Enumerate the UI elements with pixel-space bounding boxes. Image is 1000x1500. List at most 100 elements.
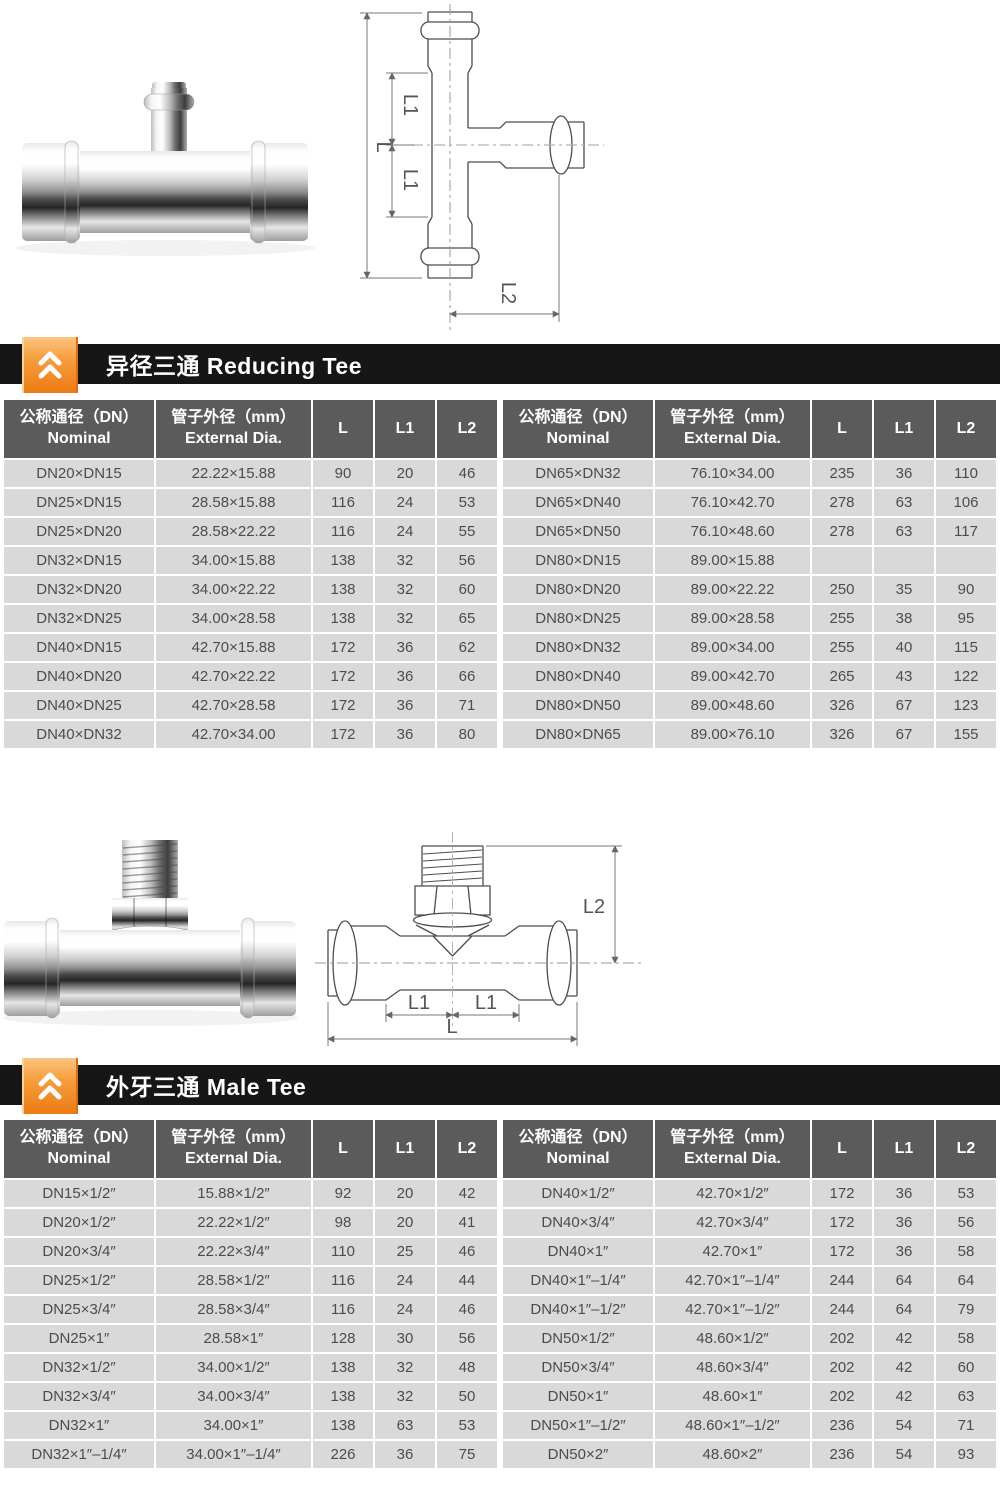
- header-dia-zh: 管子外径（mm）: [670, 1129, 795, 1147]
- header-nominal-zh: 公称通径（DN）: [19, 1129, 139, 1147]
- cell-l2: 115: [936, 634, 996, 661]
- cell-l: 226: [313, 1441, 373, 1468]
- left-press-ring: [64, 140, 79, 244]
- cell-nominal: DN20×3/4″: [4, 1238, 154, 1265]
- cell-l: 138: [313, 605, 373, 632]
- cell-nominal: DN50×1″–1/2″: [503, 1412, 653, 1439]
- cell-l2: 53: [936, 1180, 996, 1207]
- cell-nominal: DN32×DN15: [4, 547, 154, 574]
- cell-l2: 123: [936, 692, 996, 719]
- header-row: 公称通径（DN） Nominal 管子外径（mm） External Dia. …: [4, 400, 497, 458]
- cell-l1: 32: [375, 547, 435, 574]
- cell-l2: 60: [936, 1354, 996, 1381]
- header-dia-en: External Dia.: [684, 430, 781, 447]
- cell-l1: 36: [874, 460, 934, 487]
- cell-l: 138: [313, 547, 373, 574]
- cell-external-dia: 42.70×1″–1/2″: [655, 1296, 810, 1323]
- cell-l2: 71: [437, 692, 497, 719]
- cell-l: 90: [313, 460, 373, 487]
- dim-label-l1-right: L1: [475, 992, 497, 1014]
- table-row: DN40×DN20 42.70×22.22 172 36 66: [4, 663, 497, 690]
- cell-l: 235: [812, 460, 872, 487]
- cell-nominal: DN20×DN15: [4, 460, 154, 487]
- header-nominal-en: Nominal: [47, 1150, 111, 1167]
- cell-l: 110: [313, 1238, 373, 1265]
- table-row: DN25×1/2″ 28.58×1/2″ 116 24 44: [4, 1267, 497, 1294]
- cell-external-dia: 28.58×15.88: [156, 489, 311, 516]
- reducing-tee-banner: 异径三通 Reducing Tee: [0, 337, 1000, 393]
- cell-external-dia: 34.00×28.58: [156, 605, 311, 632]
- cell-l: 244: [812, 1267, 872, 1294]
- col-header-l1: L1: [375, 400, 435, 458]
- cell-l1: 38: [874, 605, 934, 632]
- table-row: DN50×1″ 48.60×1″ 202 42 63: [503, 1383, 996, 1410]
- cell-l: 326: [812, 721, 872, 748]
- table-row: DN80×DN65 89.00×76.10 326 67 155: [503, 721, 996, 748]
- header-row: 公称通径（DN） Nominal 管子外径（mm） External Dia. …: [4, 1120, 497, 1178]
- cell-nominal: DN50×2″: [503, 1441, 653, 1468]
- cell-external-dia: 89.00×34.00: [655, 634, 810, 661]
- table-row: DN40×3/4″ 42.70×3/4″ 172 36 56: [503, 1209, 996, 1236]
- cell-l1: 67: [874, 721, 934, 748]
- table-row: DN50×2″ 48.60×2″ 236 54 93: [503, 1441, 996, 1468]
- col-header-nominal: 公称通径（DN） Nominal: [503, 400, 653, 458]
- cell-l2: 64: [936, 1267, 996, 1294]
- table-row: DN32×1″–1/4″ 34.00×1″–1/4″ 226 36 75: [4, 1441, 497, 1468]
- spec-table-right: 公称通径（DN） Nominal 管子外径（mm） External Dia. …: [501, 398, 998, 750]
- cell-l1: 36: [375, 721, 435, 748]
- cell-l2: 75: [437, 1441, 497, 1468]
- table-row: DN65×DN40 76.10×42.70 278 63 106: [503, 489, 996, 516]
- cell-external-dia: 48.60×3/4″: [655, 1354, 810, 1381]
- cell-l: 116: [313, 518, 373, 545]
- cell-l2: 106: [936, 489, 996, 516]
- photo-shadow: [15, 240, 315, 256]
- cell-nominal: DN32×1″: [4, 1412, 154, 1439]
- cell-l1: 30: [375, 1325, 435, 1352]
- cell-l1: [874, 547, 934, 574]
- cell-l: 172: [313, 721, 373, 748]
- col-header-external-dia: 管子外径（mm） External Dia.: [156, 1120, 311, 1178]
- col-header-l: L: [313, 1120, 373, 1178]
- cell-l2: 93: [936, 1441, 996, 1468]
- cell-l1: 36: [874, 1180, 934, 1207]
- cell-external-dia: 34.00×22.22: [156, 576, 311, 603]
- cell-l1: 40: [874, 634, 934, 661]
- cell-l2: 122: [936, 663, 996, 690]
- table-row: DN50×1″–1/2″ 48.60×1″–1/2″ 236 54 71: [503, 1412, 996, 1439]
- cell-l2: 65: [437, 605, 497, 632]
- header-dia-en: External Dia.: [185, 1150, 282, 1167]
- cell-l: 138: [313, 1412, 373, 1439]
- cell-nominal: DN80×DN65: [503, 721, 653, 748]
- cell-nominal: DN25×DN15: [4, 489, 154, 516]
- reducing-tee-drawing: L1 L1 L L2: [360, 4, 604, 332]
- banner-bar: [0, 1065, 1000, 1105]
- cell-nominal: DN80×DN40: [503, 663, 653, 690]
- chevron-up-icon: [22, 1058, 78, 1114]
- cell-l: 250: [812, 576, 872, 603]
- cell-external-dia: 42.70×28.58: [156, 692, 311, 719]
- cell-external-dia: 42.70×1″–1/4″: [655, 1267, 810, 1294]
- table-row: DN40×DN25 42.70×28.58 172 36 71: [4, 692, 497, 719]
- col-header-l2: L2: [437, 1120, 497, 1178]
- cell-nominal: DN32×1″–1/4″: [4, 1441, 154, 1468]
- table-row: DN32×3/4″ 34.00×3/4″ 138 32 50: [4, 1383, 497, 1410]
- header-nominal-en: Nominal: [546, 430, 610, 447]
- cell-nominal: DN32×DN20: [4, 576, 154, 603]
- cell-l1: 32: [375, 1383, 435, 1410]
- col-header-external-dia: 管子外径（mm） External Dia.: [655, 1120, 810, 1178]
- cell-l2: 79: [936, 1296, 996, 1323]
- table-row: DN65×DN50 76.10×48.60 278 63 117: [503, 518, 996, 545]
- cell-nominal: DN25×1″: [4, 1325, 154, 1352]
- header-nominal-en: Nominal: [546, 1150, 610, 1167]
- cell-l: 172: [313, 663, 373, 690]
- dim-label-l2: L2: [497, 282, 519, 304]
- cell-external-dia: 22.22×3/4″: [156, 1238, 311, 1265]
- cell-l1: 67: [874, 692, 934, 719]
- male-tee-banner: 外牙三通 Male Tee: [0, 1058, 1000, 1114]
- table-row: DN25×DN15 28.58×15.88 116 24 53: [4, 489, 497, 516]
- table-row: DN25×3/4″ 28.58×3/4″ 116 24 46: [4, 1296, 497, 1323]
- cell-l2: 56: [936, 1209, 996, 1236]
- cell-nominal: DN32×1/2″: [4, 1354, 154, 1381]
- spec-table-left: 公称通径（DN） Nominal 管子外径（mm） External Dia. …: [2, 398, 499, 750]
- header-dia-en: External Dia.: [684, 1150, 781, 1167]
